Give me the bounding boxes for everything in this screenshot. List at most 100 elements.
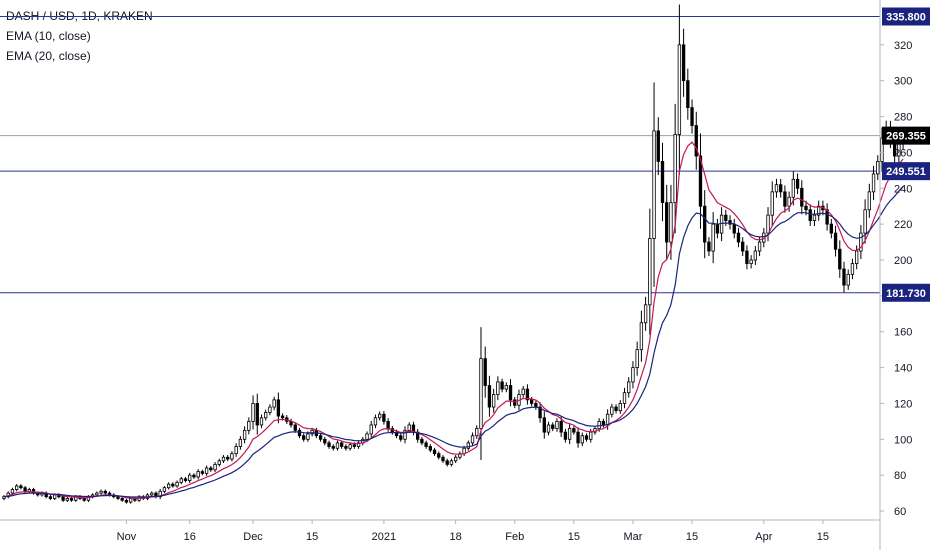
y-tick-label: 200 [894, 255, 912, 267]
candle [297, 427, 302, 439]
candle [323, 436, 327, 446]
candle-body-down [707, 241, 711, 252]
candle [643, 296, 648, 331]
candle [863, 199, 867, 244]
candle [204, 465, 209, 476]
price-axis[interactable]: 6080100120140160180200220240260280300320 [879, 0, 912, 550]
candle [470, 432, 475, 447]
candle-body-down [694, 125, 698, 157]
candle-body-down [584, 435, 589, 440]
candle-body-up [555, 420, 559, 429]
candle-body-up [10, 489, 15, 494]
candle-body-up [188, 474, 192, 481]
y-tick-label: 140 [894, 363, 912, 375]
candle-body-up [179, 478, 183, 483]
last-price-tag-bg [882, 126, 930, 145]
candle-body-up [711, 223, 715, 252]
y-tick-label: 240 [894, 183, 912, 195]
horizontal-levels [0, 15, 880, 294]
candle [162, 485, 167, 494]
candle-body-up [213, 464, 217, 471]
candle-body-down [428, 446, 432, 451]
candle-body-down [513, 399, 517, 406]
candle [686, 68, 690, 120]
candle [259, 414, 264, 429]
candle [344, 444, 348, 451]
candle [779, 178, 783, 198]
candle-body-down [82, 498, 86, 501]
candle-body-down [686, 80, 690, 108]
candle [534, 400, 538, 410]
candle-body-down [432, 449, 437, 455]
time-axis[interactable]: Nov 16 Dec 15 2021 18 Feb 15 Mar 15 Apr 15 [0, 519, 880, 543]
candle-body-down [542, 417, 546, 433]
candle [327, 440, 331, 449]
candle [14, 484, 19, 492]
candle-body-down [681, 44, 686, 82]
candle [27, 487, 31, 494]
candle-body-up [546, 424, 551, 433]
candle [458, 451, 462, 460]
candle [538, 402, 542, 423]
candle [513, 396, 517, 409]
candle [403, 426, 407, 444]
candle-body-up [479, 358, 483, 429]
candle-body-down [538, 406, 542, 419]
candle-body-down [715, 223, 720, 234]
candle-body-up [449, 460, 454, 465]
level-price-tag-bg [882, 283, 930, 302]
candle-body-up [242, 429, 247, 440]
candle [711, 212, 715, 264]
candle [542, 411, 546, 439]
candle-body-down [745, 250, 749, 264]
candle [656, 117, 660, 176]
candle-body-down [690, 107, 694, 126]
candle-body-down [120, 498, 124, 501]
candle [103, 489, 107, 495]
candle-body-up [846, 273, 850, 286]
candle [521, 386, 525, 398]
candle-body-down [804, 205, 808, 211]
candle-body-down [800, 187, 804, 207]
candle [563, 428, 568, 443]
x-tick-label: Feb [505, 531, 524, 543]
candle-body-down [344, 446, 348, 449]
candle [166, 482, 171, 490]
candle [715, 218, 720, 239]
x-tick-label: Apr [755, 531, 772, 543]
candle [694, 111, 698, 170]
level-price-tag-text: 335.800 [886, 11, 926, 23]
candle [846, 269, 850, 290]
candle [124, 498, 129, 504]
candle-body-up [627, 381, 631, 394]
candle-body-down [487, 385, 492, 408]
candle-body-down [420, 438, 424, 444]
candle-body-up [238, 438, 243, 447]
candle-body-down [551, 424, 555, 429]
candle-body-down [838, 248, 842, 270]
level-price-tag-bg [882, 7, 930, 26]
candle-body-down [116, 496, 120, 499]
candle-body-up [272, 399, 276, 408]
y-tick-label: 260 [894, 147, 912, 159]
candle-body-up [648, 238, 652, 306]
candle-body-up [95, 492, 99, 496]
x-tick-label: 18 [450, 531, 462, 543]
candle-body-up [757, 241, 762, 252]
candle [441, 455, 445, 463]
candle [559, 416, 563, 437]
last-price-tag-text: 269.355 [886, 131, 926, 143]
candle [335, 440, 340, 451]
candle [551, 422, 555, 432]
candle [635, 341, 639, 376]
candle [276, 392, 281, 424]
candle-body-up [128, 498, 133, 503]
candle-body-up [774, 184, 779, 193]
candle-body-down [614, 406, 618, 412]
candle-body-down [698, 155, 703, 207]
candle [622, 387, 627, 409]
candle-body-down [293, 424, 297, 431]
candle [230, 451, 234, 462]
ema20-line [3, 185, 904, 498]
